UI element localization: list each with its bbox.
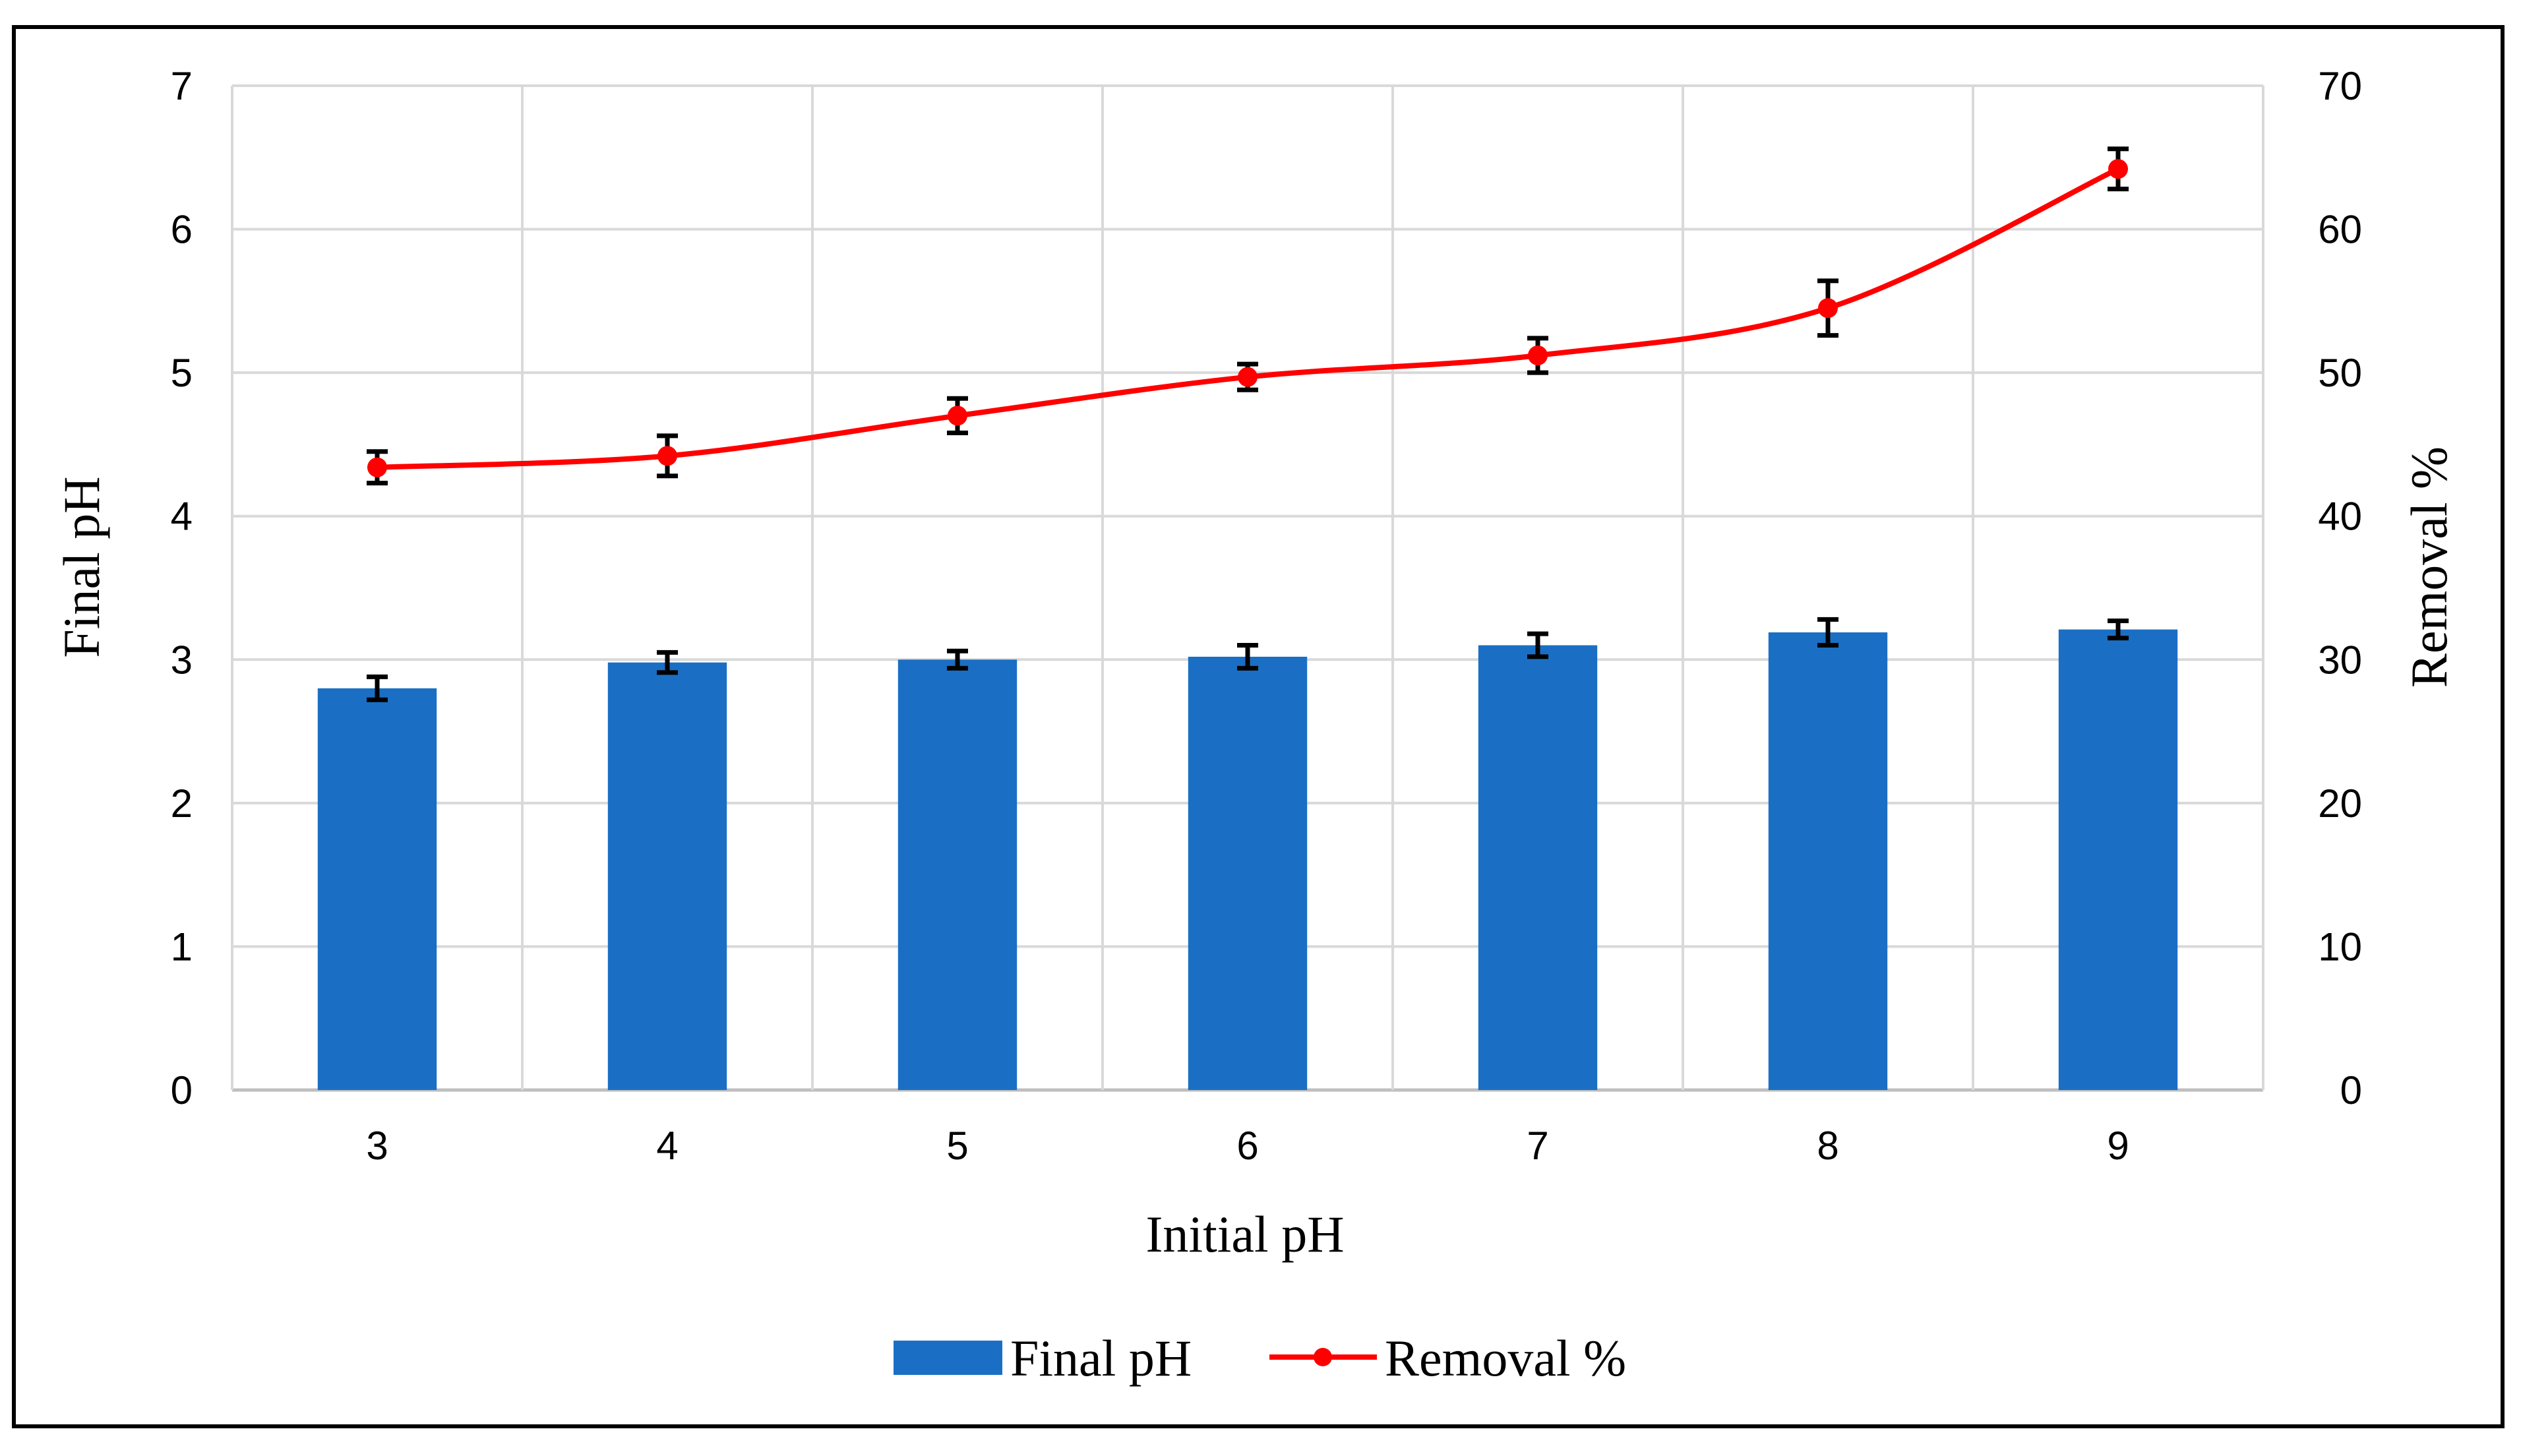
grid-layer: [231, 84, 2264, 1092]
bar-final-ph: [2058, 629, 2178, 1090]
legend-swatch-removal-marker: [1314, 1348, 1332, 1366]
y2-tick-label: 40: [2318, 495, 2362, 539]
point-removal-percent: [1528, 346, 1548, 366]
x-tick-label: 7: [1527, 1124, 1548, 1168]
x-tick-label: 8: [1817, 1124, 1838, 1168]
y-axis-title: Final pH: [53, 476, 110, 657]
bar-final-ph: [607, 662, 727, 1090]
y-tick-label: 5: [171, 351, 193, 395]
y2-tick-label: 0: [2340, 1068, 2362, 1112]
y2-tick-label: 20: [2318, 781, 2362, 826]
x-axis-title: Initial pH: [1145, 1205, 1344, 1263]
x-tick-label: 9: [2107, 1124, 2129, 1168]
bar-final-ph: [1768, 632, 1888, 1090]
y-tick-label: 3: [171, 638, 193, 682]
point-removal-percent: [1818, 298, 1838, 318]
point-removal-percent: [657, 446, 677, 466]
y2-tick-label: 70: [2318, 64, 2362, 108]
y-tick-label: 7: [171, 64, 193, 108]
bar-final-ph: [1188, 656, 1308, 1090]
y2-axis-title: Removal %: [2400, 446, 2458, 688]
y2-tick-label: 60: [2318, 208, 2362, 252]
bar-final-ph: [317, 688, 437, 1090]
x-tick-label: 3: [366, 1124, 388, 1168]
x-tick-label: 4: [656, 1124, 678, 1168]
legend-swatch-final-ph: [894, 1341, 1002, 1375]
bar-layer: [317, 617, 2178, 1090]
y-tick-label: 2: [171, 781, 193, 826]
point-removal-percent: [948, 406, 967, 426]
legend: Final pH Removal %: [894, 1329, 1626, 1387]
bar-final-ph: [1478, 645, 1598, 1090]
y2-tick-label: 50: [2318, 351, 2362, 395]
point-removal-percent: [1238, 367, 1258, 387]
y-tick-label: 1: [171, 925, 193, 969]
bar-final-ph: [897, 659, 1018, 1090]
x-tick-label: 6: [1236, 1124, 1258, 1168]
legend-label-final-ph: Final pH: [1010, 1329, 1192, 1387]
y2-tick-label: 30: [2318, 638, 2362, 682]
y2-tick-label: 10: [2318, 925, 2362, 969]
x-tick-label: 5: [946, 1124, 968, 1168]
legend-label-removal: Removal %: [1385, 1329, 1626, 1387]
line-layer: [367, 146, 2129, 486]
y-tick-label: 6: [171, 208, 193, 252]
point-removal-percent: [367, 457, 387, 477]
line-removal-percent: [377, 166, 2119, 470]
y-tick-label: 0: [171, 1068, 193, 1112]
point-removal-percent: [2108, 159, 2128, 179]
y-tick-label: 4: [171, 495, 193, 539]
